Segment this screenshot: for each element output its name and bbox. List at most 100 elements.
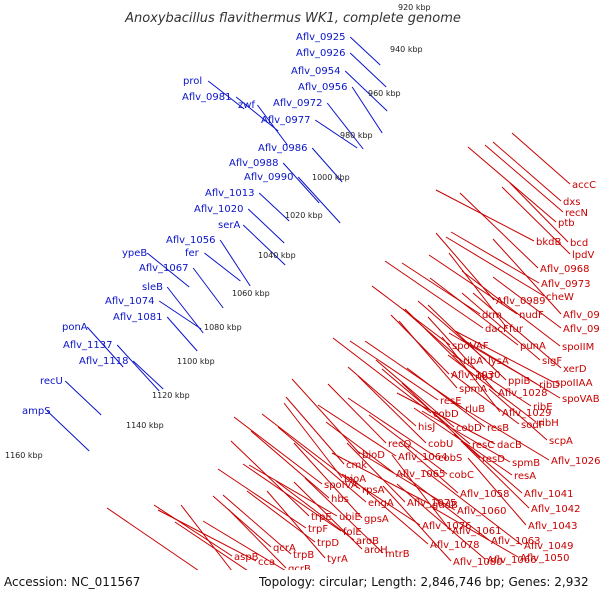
blue-connector xyxy=(351,86,383,134)
blue-gene-label: Aflv_0981 xyxy=(182,92,232,103)
blue-gene-label: zwf xyxy=(238,100,255,111)
red-connector xyxy=(180,504,240,581)
blue-gene-label: Aflv_1118 xyxy=(79,356,129,367)
red-connector xyxy=(242,463,342,532)
red-gene-label: Aflv_1061 xyxy=(452,526,502,537)
red-gene-label: Aflv_1028 xyxy=(498,388,548,399)
red-gene-label: nudF xyxy=(519,310,544,321)
blue-gene-labels: Aflv_0925 Aflv_0926 Aflv_0954 Aflv_0956 prol… xyxy=(22,32,348,417)
blue-connector xyxy=(166,286,204,334)
blue-gene-label: serA xyxy=(218,220,240,231)
red-gene-label: Aflv_1026 xyxy=(551,456,600,467)
red-connector xyxy=(391,454,451,531)
red-gene-label: ribT xyxy=(475,372,495,383)
red-connector xyxy=(285,396,345,465)
red-connector xyxy=(450,372,520,425)
red-connector xyxy=(501,186,571,255)
red-connector xyxy=(429,277,519,346)
blue-gene-label: Aflv_0977 xyxy=(261,115,311,126)
red-gene-label: ppiB xyxy=(508,376,530,387)
red-connector xyxy=(349,476,429,545)
red-connector xyxy=(492,141,562,202)
red-connector xyxy=(222,494,292,555)
red-connector xyxy=(106,507,206,576)
blue-gene-label: recU xyxy=(40,376,63,387)
red-gene-label: xerD xyxy=(563,364,587,375)
blue-connector xyxy=(311,147,343,183)
blue-gene-label: Aflv_1081 xyxy=(113,312,163,323)
red-gene-label: mtrB xyxy=(385,549,410,560)
red-gene-label: spoIVA xyxy=(324,480,358,491)
blue-gene-label: Aflv_1056 xyxy=(166,235,216,246)
red-connector xyxy=(406,367,486,428)
red-gene-label: hbs xyxy=(331,494,349,505)
red-gene-label: sodF xyxy=(521,420,545,431)
red-gene-label: recN xyxy=(565,208,588,219)
red-connector xyxy=(441,336,501,413)
red-gene-label: spmB xyxy=(512,458,540,469)
red-gene-label: bkdB xyxy=(536,237,561,248)
red-connector xyxy=(250,430,330,499)
red-gene-label: sigF xyxy=(542,356,562,367)
kbp-tick-label: 980 kbp xyxy=(340,131,373,140)
red-gene-label: spoIIM xyxy=(562,342,594,353)
red-connector xyxy=(427,316,497,393)
blue-gene-label: Aflv_0988 xyxy=(229,158,279,169)
red-connector xyxy=(461,270,561,347)
blue-connector xyxy=(132,360,164,390)
blue-connector xyxy=(349,52,387,88)
red-gene-label: gpsA xyxy=(364,514,389,525)
red-connector xyxy=(325,421,395,474)
red-connector xyxy=(448,252,508,329)
red-connector xyxy=(459,192,539,269)
red-connector xyxy=(398,320,458,389)
red-gene-label: cobD xyxy=(433,409,459,420)
blue-gene-label: Aflv_0956 xyxy=(298,82,348,93)
red-gene-label: fur xyxy=(509,324,524,335)
red-connector xyxy=(283,402,343,479)
red-gene-label: rluB xyxy=(465,404,485,415)
blue-connector xyxy=(282,162,320,204)
kbp-tick-label: 1040 kbp xyxy=(258,251,296,260)
red-gene-label: punA xyxy=(520,341,546,352)
red-gene-label: hisJ xyxy=(418,422,435,433)
kbp-tick-label: 1080 kbp xyxy=(204,323,242,332)
red-gene-label: cobD xyxy=(456,423,482,434)
red-connector xyxy=(492,238,562,315)
red-gene-label: Aflv_0983 xyxy=(563,324,600,335)
red-gene-label: Aflv_0973 xyxy=(541,279,591,290)
red-gene-label: Aflv_1041 xyxy=(524,489,574,500)
red-gene-label: Aflv_1058 xyxy=(460,489,510,500)
red-connector xyxy=(331,452,431,505)
red-gene-label: dxs xyxy=(563,197,580,208)
red-connector xyxy=(467,457,527,526)
red-gene-label: bioD xyxy=(362,450,385,461)
red-connector xyxy=(472,292,562,369)
red-gene-label: resD xyxy=(482,454,505,465)
blue-gene-label: Aflv_0990 xyxy=(244,172,294,183)
red-gene-label: cheW xyxy=(546,292,574,303)
red-gene-label: cobU xyxy=(428,439,453,450)
kbp-tick-label: 1160 kbp xyxy=(5,451,43,460)
blue-connector xyxy=(247,208,285,244)
blue-connector xyxy=(242,224,286,266)
red-connector xyxy=(346,442,406,503)
red-connector xyxy=(429,505,519,558)
red-gene-label: trpF xyxy=(308,524,328,535)
red-connector xyxy=(461,338,561,399)
red-connector xyxy=(454,330,554,383)
red-gene-label: Aflv_1043 xyxy=(528,521,578,532)
red-gene-label: cobC xyxy=(449,470,474,481)
red-gene-label: spoIIAA xyxy=(555,378,593,389)
red-gene-label: trpB xyxy=(293,550,314,561)
genome-stats-text: Topology: circular; Length: 2,846,746 bp… xyxy=(258,575,589,589)
red-gene-label: scpA xyxy=(549,436,573,447)
blue-connector xyxy=(349,36,381,66)
red-gene-label: gudB xyxy=(432,500,458,511)
blue-connector xyxy=(314,119,358,149)
red-connector xyxy=(227,508,287,569)
kbp-tick-label: 1140 kbp xyxy=(126,421,164,430)
red-connector xyxy=(396,483,486,560)
red-connector xyxy=(357,375,427,444)
red-gene-label: Aflv_1029 xyxy=(502,408,552,419)
